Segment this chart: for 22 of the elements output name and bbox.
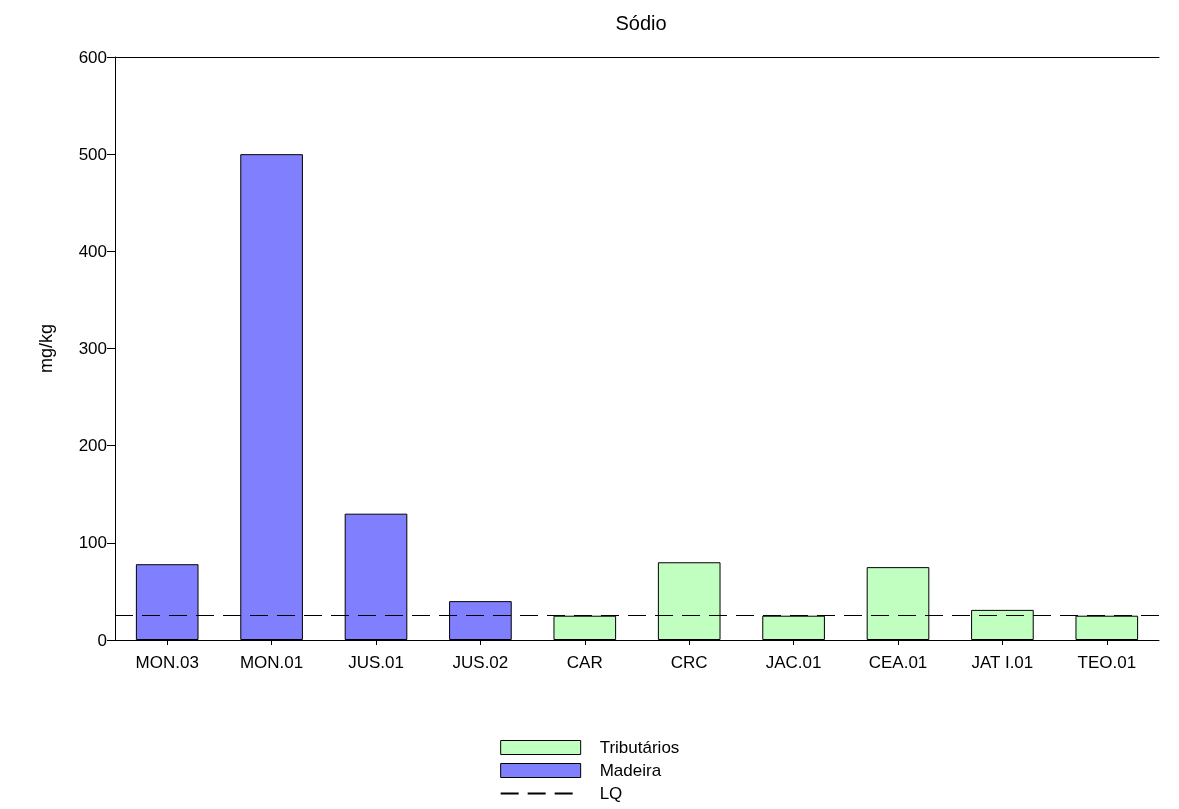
x-tick-label: CAR	[566, 653, 603, 672]
y-tick-label: 0	[97, 630, 107, 650]
x-tick-label: TEO.01	[1077, 653, 1137, 672]
x-tick-label: MON.03	[135, 653, 199, 672]
y-tick-label: 100	[78, 533, 107, 553]
y-tick-label: 600	[78, 47, 107, 67]
x-tick-label: JUS.01	[348, 653, 404, 672]
y-tick-label: 400	[78, 241, 107, 261]
y-axis-title: mg/kg	[36, 323, 56, 374]
chart-title: Sódio	[615, 12, 667, 34]
x-tick-label: JAC.01	[765, 653, 822, 672]
y-tick-label: 300	[78, 339, 107, 358]
x-tick-label: JAT I.01	[971, 653, 1034, 672]
legend-label: LQ	[599, 784, 623, 803]
y-tick-label: 200	[78, 436, 107, 456]
x-tick-label: JUS.02	[452, 653, 509, 672]
x-tick-label: CRC	[670, 653, 708, 672]
x-tick-label: CEA.01	[868, 653, 928, 672]
legend-label: Tributários	[599, 738, 680, 757]
y-tick-label: 500	[78, 144, 107, 164]
legend-label: Madeira	[599, 761, 662, 780]
x-tick-label: MON.01	[239, 653, 304, 672]
